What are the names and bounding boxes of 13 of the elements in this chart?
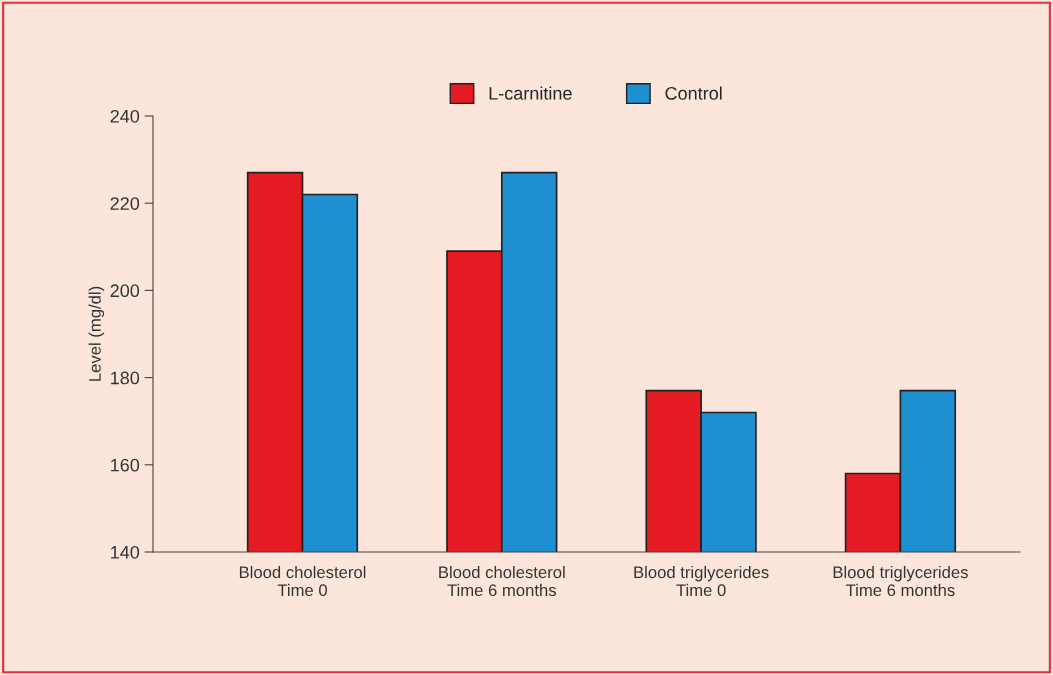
x-tick-label: Blood triglycerides Time 0 — [634, 565, 769, 597]
x-tick-label: Blood cholesterol Time 0 — [239, 565, 366, 597]
x-tick-label: Blood cholesterol Time 6 months — [439, 565, 565, 597]
y-tick-label: 220 — [110, 197, 140, 210]
y-tick-label: 140 — [111, 545, 140, 559]
y-tick-label: 240 — [110, 109, 140, 123]
legend-label: Control — [665, 86, 722, 100]
y-axis-title: Level (mg/dl) — [88, 286, 105, 381]
legend-label: L-carnitine — [489, 86, 572, 100]
x-tick-label: Blood triglycerides Time 6 months — [833, 565, 968, 597]
y-tick-label: 180 — [111, 371, 140, 385]
y-tick-label: 160 — [111, 458, 140, 472]
y-tick-label: 200 — [110, 284, 140, 298]
